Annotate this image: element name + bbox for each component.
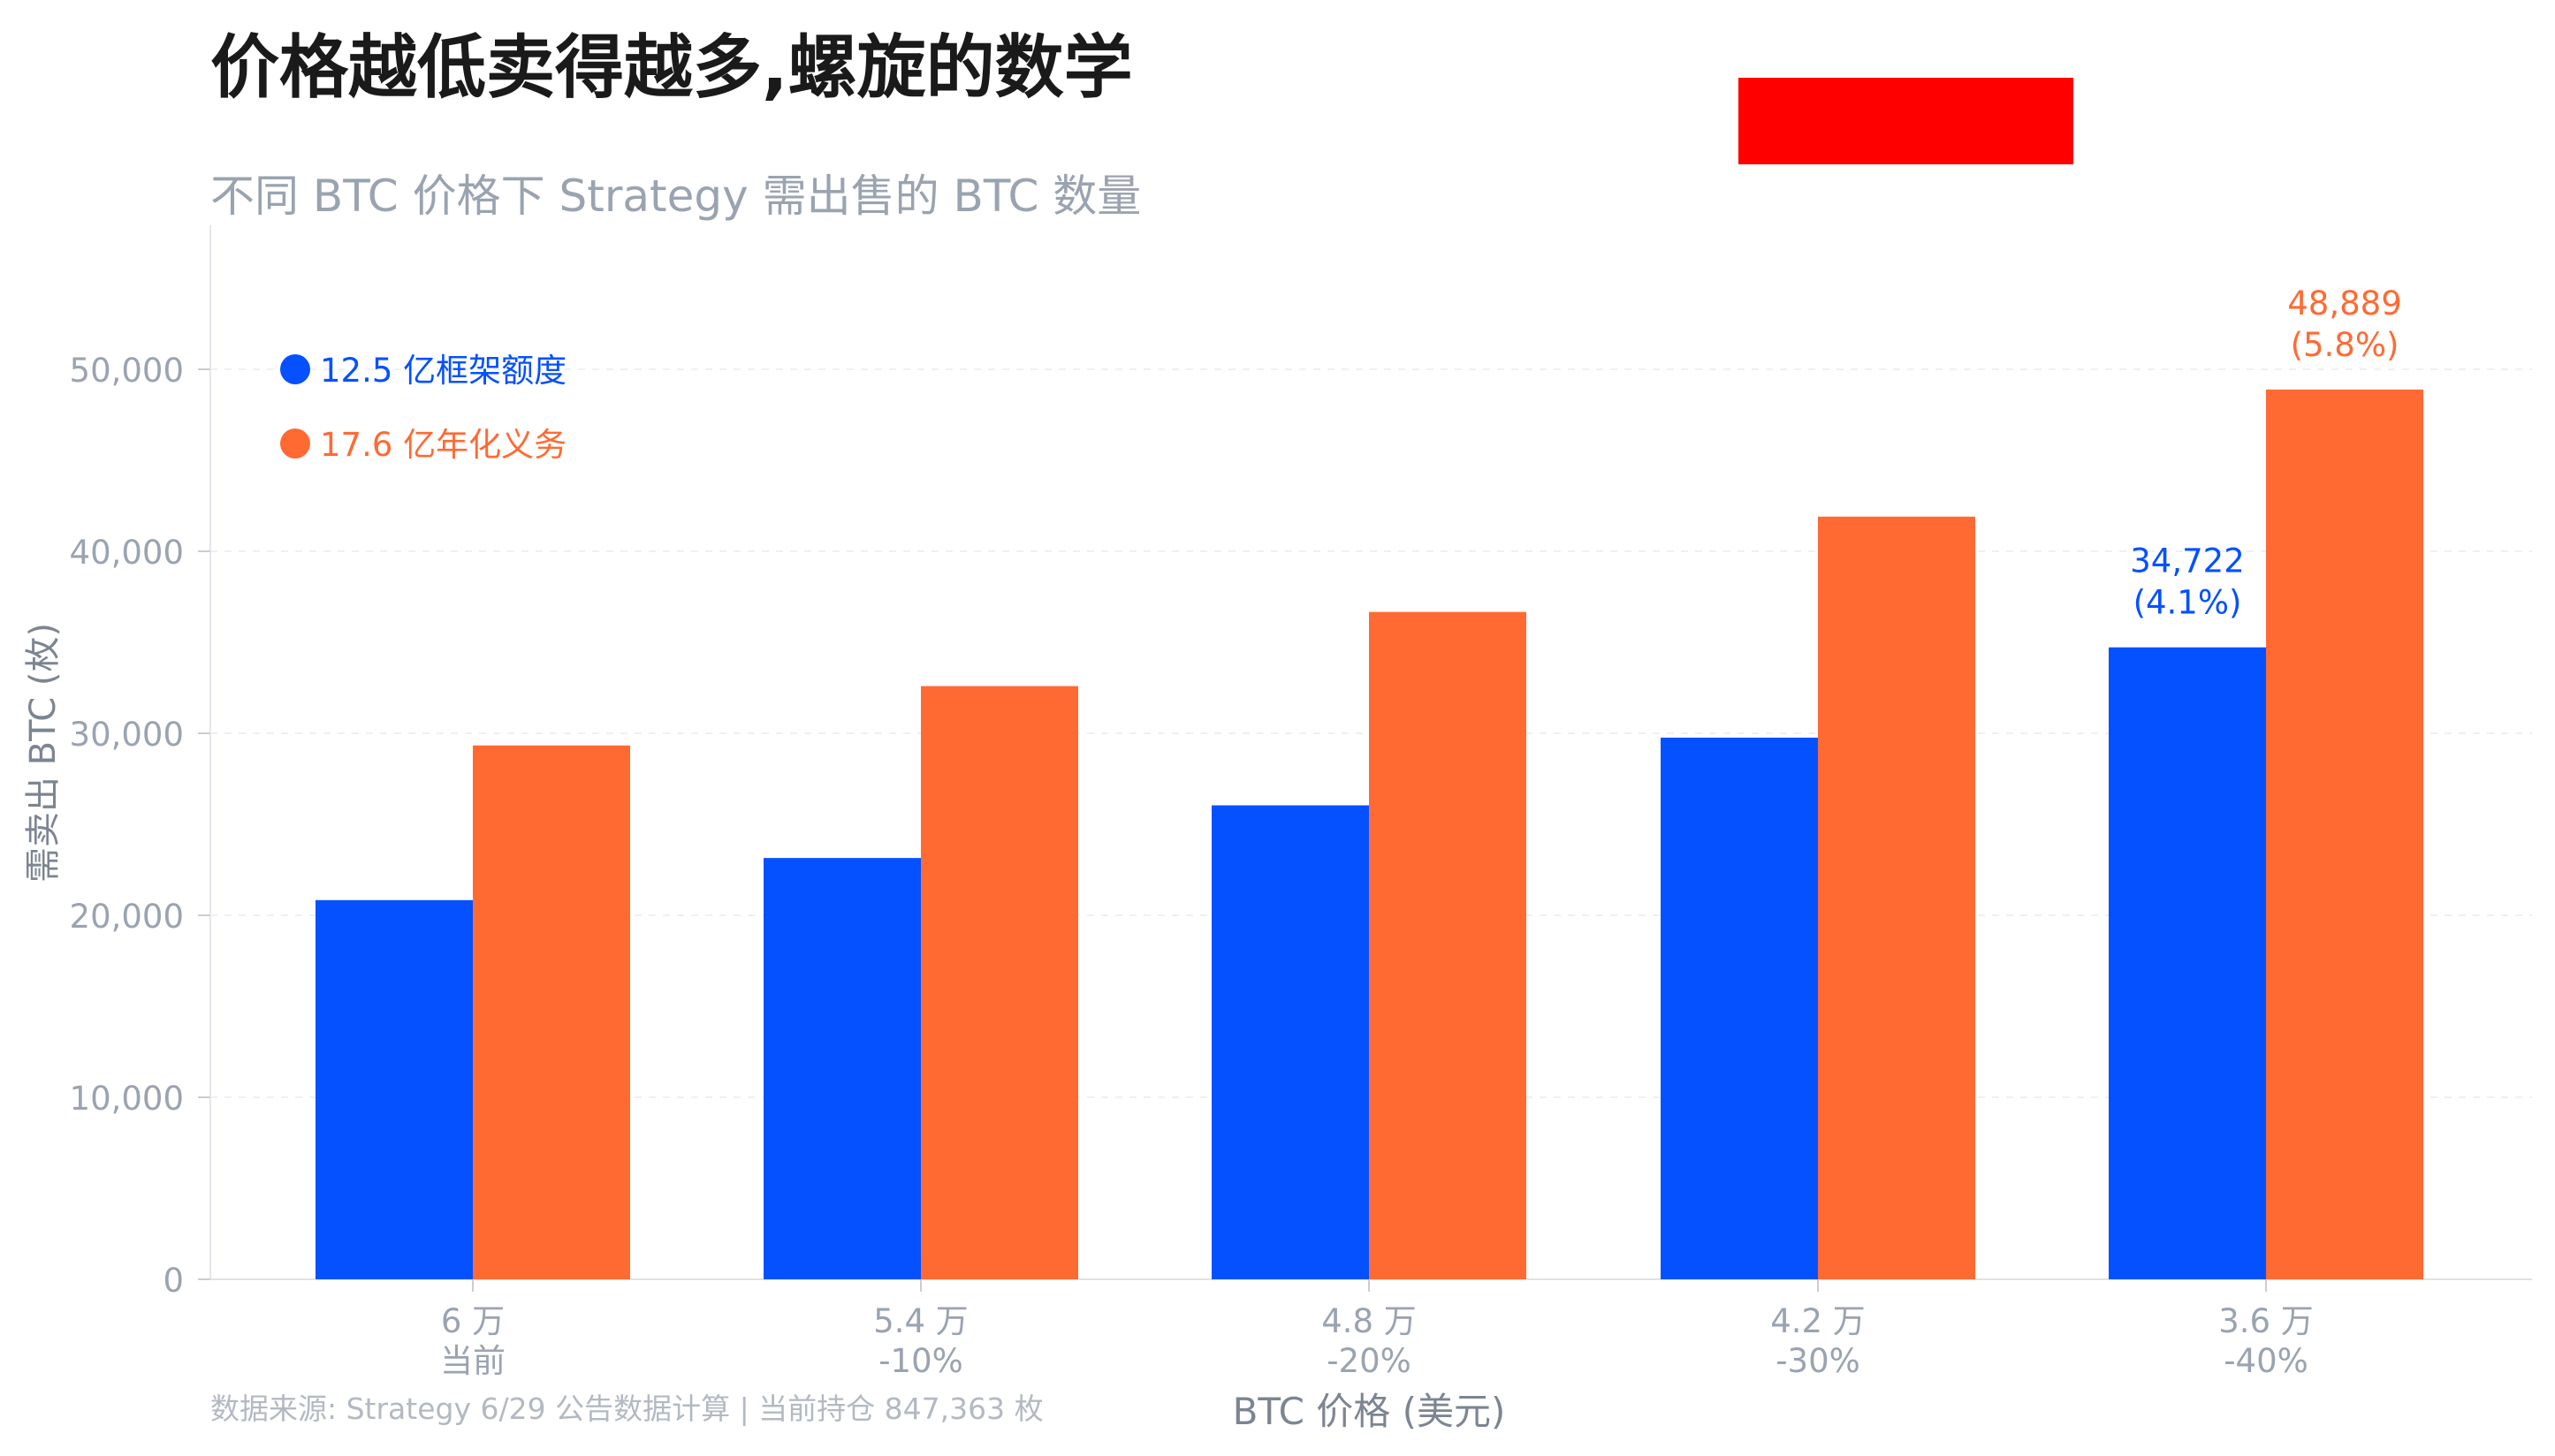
y-tick-label: 30,000 bbox=[70, 716, 184, 754]
y-tick-label: 50,000 bbox=[70, 352, 184, 390]
x-tick-label-change: -20% bbox=[1327, 1342, 1411, 1380]
x-tick-label-price: 4.8 万 bbox=[1321, 1302, 1417, 1340]
x-tick-label-change: 当前 bbox=[440, 1342, 506, 1380]
y-tick-label: 40,000 bbox=[70, 534, 184, 572]
x-tick-label-price: 3.6 万 bbox=[2218, 1302, 2314, 1340]
x-tick-label-change: -10% bbox=[878, 1342, 963, 1380]
x-tick-label-price: 4.2 万 bbox=[1770, 1302, 1866, 1340]
redaction-box bbox=[1738, 78, 2073, 164]
bar-annual-1 bbox=[921, 686, 1078, 1279]
legend-swatch-0 bbox=[280, 354, 310, 384]
bar-annual-4 bbox=[2266, 389, 2423, 1279]
data-label-pct-0: (4.1%) bbox=[2133, 584, 2242, 622]
chart-title: 价格越低卖得越多,螺旋的数学 bbox=[210, 28, 1133, 108]
x-tick-label-change: -40% bbox=[2224, 1342, 2308, 1380]
bar-framework-4 bbox=[2109, 647, 2266, 1279]
data-label-pct-1: (5.8%) bbox=[2291, 326, 2399, 364]
x-axis-label: BTC 价格 (美元) bbox=[1233, 1390, 1506, 1433]
bar-framework-3 bbox=[1661, 737, 1818, 1279]
legend-swatch-1 bbox=[280, 428, 310, 459]
data-label-value-0: 34,722 bbox=[2130, 542, 2244, 580]
legend-label-0: 12.5 亿框架额度 bbox=[320, 352, 567, 390]
data-label-value-1: 48,889 bbox=[2287, 284, 2401, 322]
y-tick-label: 0 bbox=[163, 1262, 184, 1300]
legend-label-1: 17.6 亿年化义务 bbox=[320, 426, 567, 464]
x-tick-label-change: -30% bbox=[1776, 1342, 1860, 1380]
y-axis-label: 需卖出 BTC (枚) bbox=[23, 623, 64, 883]
y-tick-label: 10,000 bbox=[70, 1080, 184, 1118]
chart-subtitle: 不同 BTC 价格下 Strategy 需出售的 BTC 数量 bbox=[210, 171, 1142, 222]
bar-framework-1 bbox=[764, 858, 921, 1279]
x-tick-label-price: 6 万 bbox=[441, 1302, 505, 1340]
x-tick-label-price: 5.4 万 bbox=[873, 1302, 969, 1340]
bar-annual-0 bbox=[473, 745, 630, 1279]
bar-annual-3 bbox=[1818, 516, 1975, 1279]
y-tick-label: 20,000 bbox=[70, 898, 184, 936]
bar-framework-0 bbox=[316, 899, 473, 1279]
bar-annual-2 bbox=[1369, 611, 1526, 1279]
bar-framework-2 bbox=[1212, 805, 1369, 1279]
source-note: 数据来源: Strategy 6/29 公告数据计算 | 当前持仓 847,36… bbox=[210, 1392, 1044, 1426]
